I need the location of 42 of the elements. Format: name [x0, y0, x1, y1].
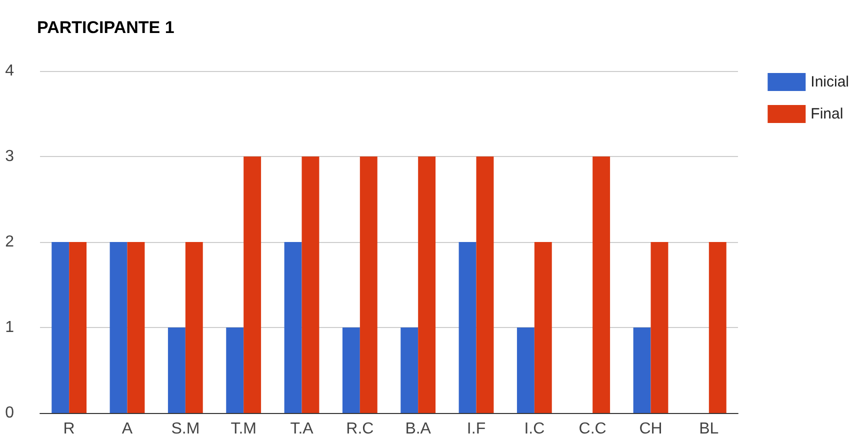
bar [127, 242, 145, 413]
bar [69, 242, 87, 413]
bar [244, 156, 262, 413]
bar [633, 328, 651, 413]
bar [226, 328, 244, 413]
legend-label: Final [810, 106, 844, 122]
y-tick-label: 0 [5, 404, 14, 422]
bar [110, 242, 128, 413]
chart-title: PARTICIPANTE 1 [37, 18, 174, 37]
bar [284, 242, 302, 413]
x-tick-label: I.C [524, 420, 545, 438]
bar [592, 156, 610, 413]
bar [476, 156, 494, 413]
bar [302, 156, 320, 413]
bar [650, 242, 668, 413]
bar [708, 242, 726, 413]
x-tick-label: A [122, 420, 133, 438]
bar [360, 156, 378, 413]
y-tick-label: 4 [5, 62, 14, 80]
bar [516, 328, 534, 413]
bar [168, 328, 186, 413]
x-tick-label: C.C [578, 420, 606, 438]
y-tick-label: 3 [5, 148, 14, 165]
bar [534, 242, 552, 413]
x-tick-label: T.M [230, 420, 256, 438]
y-tick-label: 2 [5, 234, 14, 250]
bar [418, 156, 436, 413]
y-tick-label: 1 [5, 319, 14, 336]
x-tick-label: R.C [346, 420, 374, 438]
x-tick-label: I.F [466, 420, 486, 438]
bar [458, 242, 476, 413]
legend-label: Inicial [810, 74, 850, 90]
x-tick-label: CH [639, 420, 662, 438]
bar [342, 328, 360, 413]
x-tick-label: BL [699, 420, 719, 438]
bar [400, 328, 418, 413]
bar [185, 242, 203, 413]
x-tick-label: T.A [290, 420, 314, 438]
x-tick-label: R [63, 420, 75, 438]
x-tick-label: S.M [171, 420, 200, 438]
x-tick-label: B.A [405, 420, 432, 438]
bar [52, 242, 70, 413]
